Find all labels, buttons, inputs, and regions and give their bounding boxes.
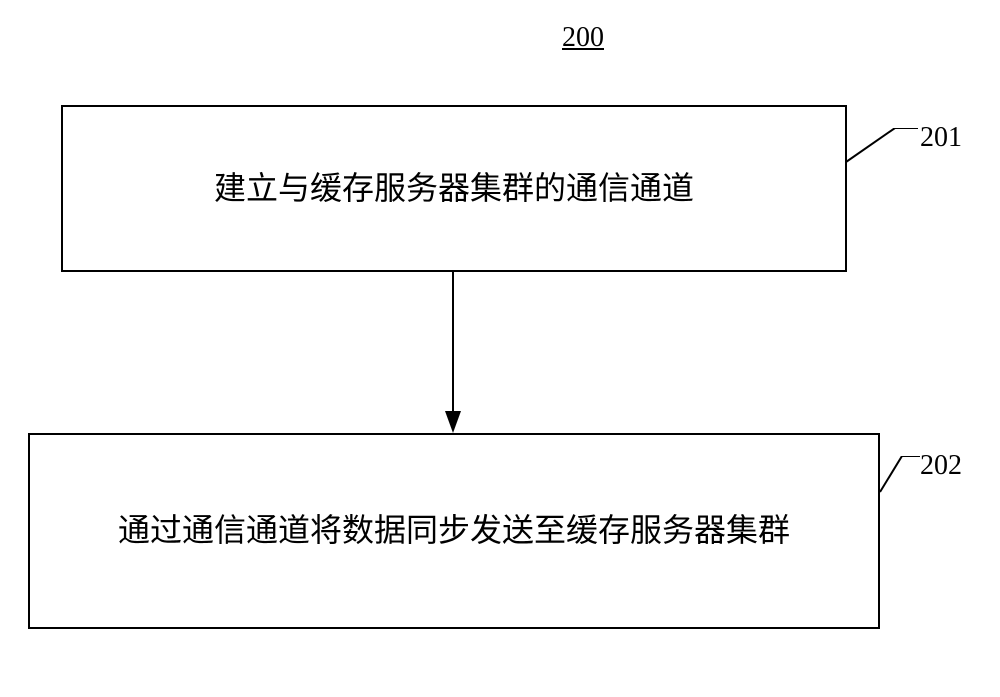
arrow-head-icon xyxy=(445,411,461,433)
arrow-shaft xyxy=(452,272,454,411)
step-label-202: 202 xyxy=(920,450,962,482)
figure-number: 200 xyxy=(562,22,604,54)
flow-step-1-text: 建立与缓存服务器集群的通信通道 xyxy=(214,163,694,214)
flow-step-1: 建立与缓存服务器集群的通信通道 xyxy=(61,105,847,272)
leader-line-201 xyxy=(846,128,920,164)
flow-step-2-text: 通过通信通道将数据同步发送至缓存服务器集群 xyxy=(118,505,790,556)
leader-line-202 xyxy=(880,456,922,494)
flowchart-canvas: 200 建立与缓存服务器集群的通信通道 通过通信通道将数据同步发送至缓存服务器集… xyxy=(0,0,1000,697)
flow-step-2: 通过通信通道将数据同步发送至缓存服务器集群 xyxy=(28,433,880,629)
step-label-201: 201 xyxy=(920,122,962,154)
